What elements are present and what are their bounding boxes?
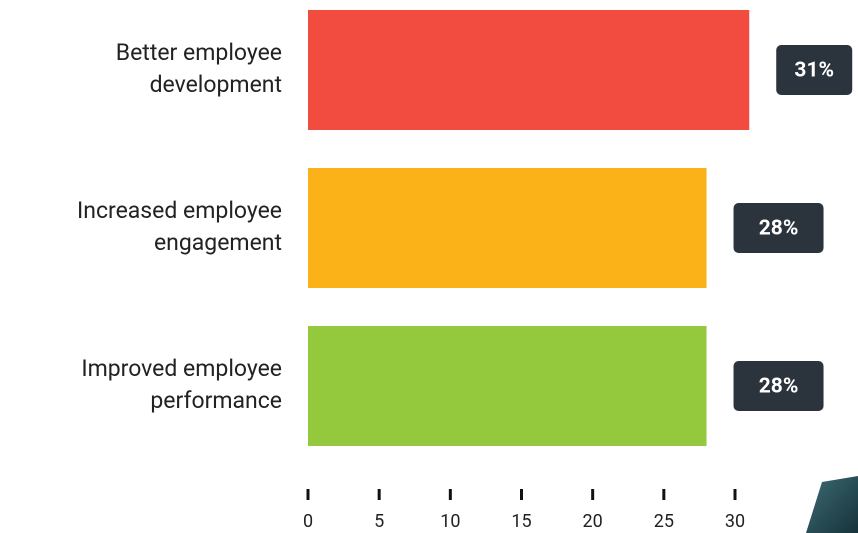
x-tick-label: 10 (440, 511, 460, 532)
category-label-line: development (150, 71, 282, 98)
category-label-line: engagement (154, 229, 282, 256)
value-badge: 28% (733, 203, 824, 253)
bar (308, 326, 707, 446)
category-label: Better employee development (116, 39, 282, 98)
x-tick-label: 30 (725, 511, 745, 532)
category-label-line: Improved employee (81, 355, 282, 382)
x-tick-label: 5 (374, 511, 384, 532)
x-tick-label: 25 (654, 511, 674, 532)
value-badge: 28% (733, 361, 824, 411)
value-badge-bg (776, 45, 853, 95)
bar (308, 168, 707, 288)
value-badge-bg (733, 361, 824, 411)
value-label: 28% (759, 375, 799, 399)
x-tick-label: 0 (303, 511, 313, 532)
x-tick-label: 20 (583, 511, 603, 532)
corner-decoration (806, 476, 858, 533)
value-badge: 31% (776, 45, 853, 95)
category-label-line: performance (150, 387, 282, 414)
value-label: 28% (759, 217, 799, 241)
category-label: Improved employee performance (81, 355, 282, 414)
bar (308, 10, 750, 130)
x-tick-label: 15 (511, 511, 531, 532)
value-label: 31% (794, 59, 834, 83)
category-label-line: Increased employee (77, 197, 282, 224)
category-label-line: Better employee (116, 39, 282, 66)
category-label: Increased employee engagement (77, 197, 282, 256)
value-badge-bg (733, 203, 824, 253)
